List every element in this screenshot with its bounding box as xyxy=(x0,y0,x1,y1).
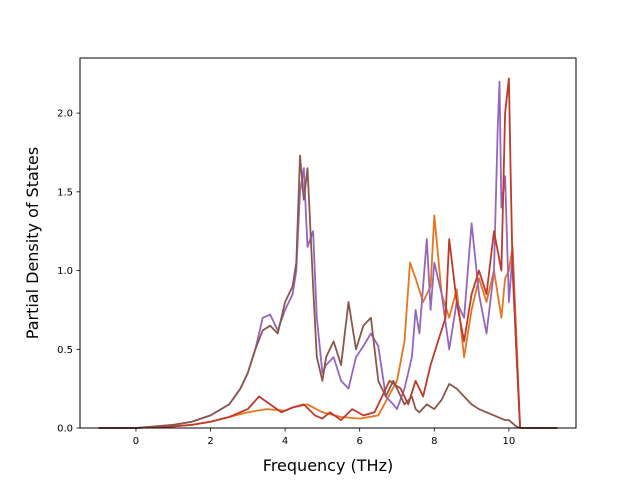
y-tick-label: 2.0 xyxy=(57,109,73,120)
y-tick-label: 0.5 xyxy=(57,345,73,356)
plot-frame xyxy=(79,57,577,429)
x-tick-label: 10 xyxy=(503,436,516,447)
y-tick-label: 0.0 xyxy=(57,424,73,435)
series-layer xyxy=(98,77,558,429)
x-axis-label: Frequency (THz) xyxy=(263,456,393,475)
x-tick-label: 0 xyxy=(133,436,139,447)
x-tick-label: 4 xyxy=(282,436,288,447)
x-tick-label: 6 xyxy=(357,436,363,447)
series-line-2 xyxy=(98,80,558,429)
y-tick-label: 1.0 xyxy=(57,266,73,277)
x-axis-ticks: 0 2 4 6 8 10 xyxy=(133,428,515,447)
y-tick-label: 1.5 xyxy=(57,187,73,198)
series-line-4 xyxy=(98,154,558,429)
series-line-3 xyxy=(98,77,558,429)
y-axis-ticks: 0.0 0.5 1.0 1.5 2.0 xyxy=(57,109,80,435)
x-tick-label: 8 xyxy=(431,436,437,447)
x-tick-label: 2 xyxy=(207,436,213,447)
y-axis-label: Partial Density of States xyxy=(23,147,42,339)
series-line-1 xyxy=(98,214,558,429)
